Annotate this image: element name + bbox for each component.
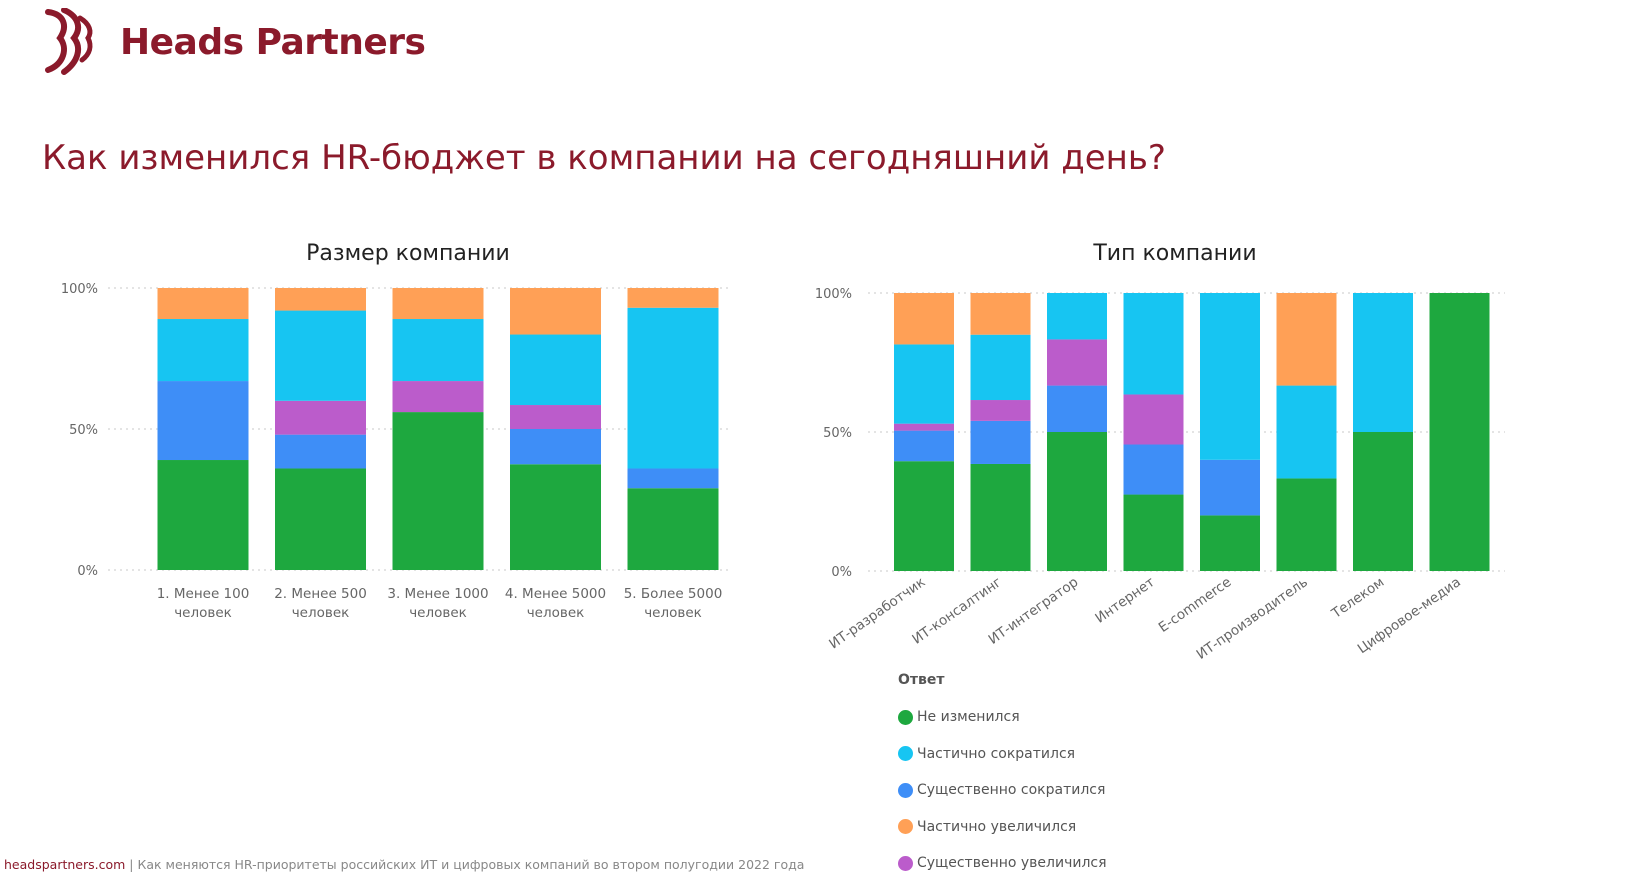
bar-segment [1200,459,1260,516]
legend: Ответ Не изменился Частично сократился Сущ… [898,672,1107,882]
x-category-label: человек [292,605,350,621]
x-category-label: 3. Менее 1000 [387,586,488,602]
bar-segment [157,381,249,461]
bar-segment [1353,293,1413,432]
legend-item[interactable]: Не изменился [898,699,1107,736]
x-category-label: 5. Более 5000 [624,586,723,602]
bar-segment [275,288,366,311]
bar-segment [1353,432,1413,571]
bar-segment [970,420,1031,464]
bar-segment [894,423,954,431]
bar-segment [1276,478,1337,571]
bar-segment [392,288,484,320]
bar-segment [894,461,954,571]
footer-site-link[interactable]: headspartners.com [4,857,126,872]
legend-dot-icon [898,855,913,871]
footer: headspartners.com | Как меняются HR-прио… [4,857,804,872]
legend-items: Не изменился Частично сократился Существен… [898,699,1107,882]
legend-label: Частично увеличился [917,818,1077,835]
bar-segment [627,288,719,308]
y-tick-label: 100% [815,287,852,302]
legend-label: Существенно увеличился [917,855,1107,872]
y-tick-label: 0% [77,564,98,579]
bar-segment [894,344,954,424]
bar-segment [275,310,366,401]
x-category-label: 4. Менее 5000 [505,586,606,602]
bar-segment [1123,394,1184,445]
bar-segment [392,412,484,570]
bar-segment [275,400,366,435]
y-tick-label: 50% [823,426,852,441]
legend-dot-icon [898,746,913,762]
bar-segment [970,334,1031,401]
bar-segment [510,288,601,335]
x-category-label: 1. Менее 100 [157,586,250,602]
chart-title: Размер компании [306,241,510,266]
brand-name: Heads Partners [120,21,426,63]
x-category-label: человек [174,605,232,621]
bar-segment [275,468,366,570]
legend-label: Существенно сократился [917,782,1106,799]
x-category-label: Телеком [1328,574,1387,622]
x-category-label: E-commerce [1156,574,1235,636]
bar-segment [1047,432,1107,571]
bar-segment [275,434,366,469]
legend-dot-icon [898,709,913,725]
bar-segment [970,293,1031,335]
bar-segment [1123,293,1184,395]
legend-label: Не изменился [917,709,1020,726]
bar-segment [970,463,1031,571]
bar-segment [627,468,719,489]
x-category-label: человек [527,605,585,621]
bar-segment [1429,293,1490,571]
bar-segment [510,405,601,429]
bar-segment [157,460,249,570]
bar-segment [392,381,484,413]
bar-segment [627,307,719,469]
bar-segment [1200,515,1260,571]
bar-segment [894,430,954,462]
y-tick-label: 100% [61,282,98,297]
footer-text: Как меняются HR-приоритеты российских ИТ… [137,857,805,872]
bar-segment [157,288,249,320]
chart-title: Тип компании [1092,241,1256,266]
legend-label: Частично сократился [917,745,1076,762]
bar-segment [1047,293,1107,340]
y-tick-label: 0% [831,565,852,580]
logo-mark-icon [45,8,93,75]
legend-item[interactable]: Частично увеличился [898,809,1107,846]
bar-segment [1276,293,1337,386]
y-tick-label: 50% [69,423,98,438]
page-title: Как изменился HR-бюджет в компании на се… [42,138,1166,178]
bar-segment [510,334,601,406]
bar-segment [1200,293,1260,460]
footer-separator: | [129,857,134,872]
brand-logo: Heads Partners [42,8,426,76]
x-category-label: человек [409,605,467,621]
legend-dot-icon [898,819,913,835]
legend-dot-icon [898,782,913,798]
legend-title: Ответ [898,672,945,688]
bar-segment [1047,339,1107,386]
bar-segment [970,400,1031,421]
bar-segment [510,464,601,570]
bar-segment [627,488,719,570]
bar-segment [894,293,954,345]
bar-segment [1123,494,1184,571]
bar-segment [1123,444,1184,495]
bar-segment [510,429,601,465]
legend-item[interactable]: Существенно сократился [898,772,1107,809]
x-category-label: Интернет [1092,574,1158,627]
bar-segment [1047,385,1107,432]
legend-item[interactable]: Существенно увеличился [898,845,1107,882]
legend-item[interactable]: Частично сократился [898,736,1107,773]
bar-segment [392,319,484,382]
bar-segment [157,319,249,382]
bar-segment [1276,385,1337,479]
x-category-label: человек [644,605,702,621]
x-category-label: 2. Менее 500 [274,586,367,602]
